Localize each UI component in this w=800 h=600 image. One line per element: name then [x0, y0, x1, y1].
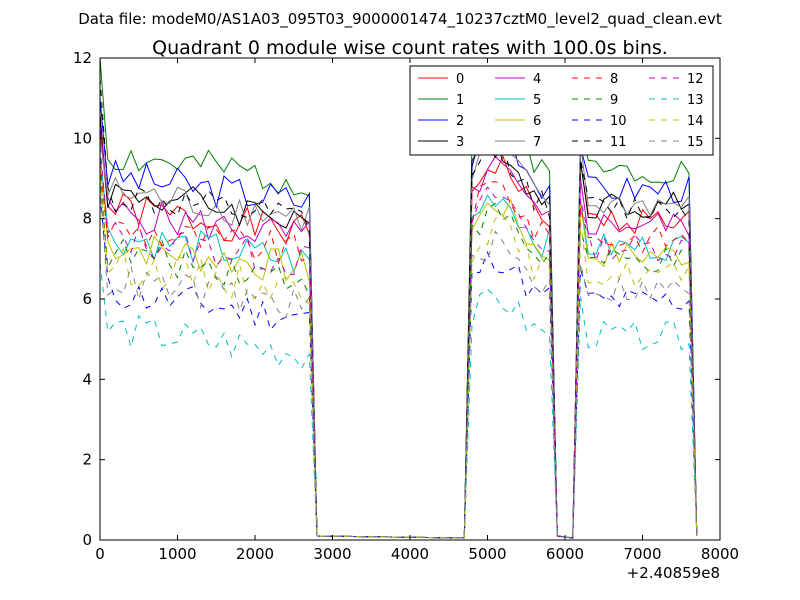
- series-line-15: [99, 186, 698, 539]
- legend-label-13: 13: [687, 93, 704, 108]
- legend-label-10: 10: [610, 114, 627, 129]
- legend-label-3: 3: [456, 135, 464, 150]
- legend-box: [409, 65, 714, 156]
- x-tick-label: 5000: [468, 545, 506, 563]
- legend-label-14: 14: [687, 114, 704, 129]
- series-line-12: [99, 146, 698, 539]
- x-tick-label: 4000: [391, 545, 429, 563]
- series-line-5: [99, 154, 698, 539]
- series-line-13: [99, 262, 698, 539]
- series-line-3: [99, 114, 698, 539]
- y-tick-label: 10: [73, 129, 92, 147]
- x-tick-label: 7000: [623, 545, 661, 563]
- y-tick-label: 6: [82, 290, 92, 308]
- legend-label-4: 4: [533, 72, 541, 87]
- legend-label-2: 2: [456, 114, 464, 129]
- chart-title: Quadrant 0 module wise count rates with …: [152, 37, 668, 59]
- series-line-6: [99, 166, 698, 539]
- series-line-9: [99, 174, 698, 539]
- legend-label-12: 12: [687, 72, 704, 87]
- series-line-11: [99, 78, 698, 539]
- legend-label-0: 0: [456, 72, 464, 87]
- legend-label-9: 9: [610, 93, 618, 108]
- legend-label-7: 7: [533, 135, 541, 150]
- x-tick-label: 0: [95, 545, 105, 563]
- series-line-4: [99, 126, 698, 539]
- chart-suptitle: Data file: modeM0/AS1A03_095T03_90000014…: [78, 10, 722, 29]
- legend-label-6: 6: [533, 114, 541, 129]
- y-tick-label: 12: [73, 49, 92, 67]
- y-tick-label: 4: [82, 370, 92, 388]
- x-tick-label: 2000: [236, 545, 274, 563]
- series-line-8: [99, 162, 698, 539]
- legend-label-5: 5: [533, 93, 541, 108]
- legend-label-11: 11: [610, 135, 627, 150]
- x-tick-label: 1000: [158, 545, 196, 563]
- y-tick-label: 0: [82, 531, 92, 549]
- axis-ticks: 0 1000 2000 3000 4000 5000 6000 7000 80000246810…: [73, 49, 739, 563]
- series-line-14: [99, 178, 698, 539]
- y-tick-label: 2: [82, 451, 92, 469]
- plot-area: [99, 57, 698, 539]
- y-tick-label: 8: [82, 210, 92, 228]
- legend-label-1: 1: [456, 93, 464, 108]
- x-offset-label: +2.40859e8: [627, 564, 720, 582]
- x-tick-label: 6000: [546, 545, 584, 563]
- series-line-2: [99, 98, 698, 539]
- x-tick-label: 8000: [701, 545, 739, 563]
- legend-label-8: 8: [610, 72, 618, 87]
- x-tick-label: 3000: [313, 545, 351, 563]
- legend-label-15: 15: [687, 135, 704, 150]
